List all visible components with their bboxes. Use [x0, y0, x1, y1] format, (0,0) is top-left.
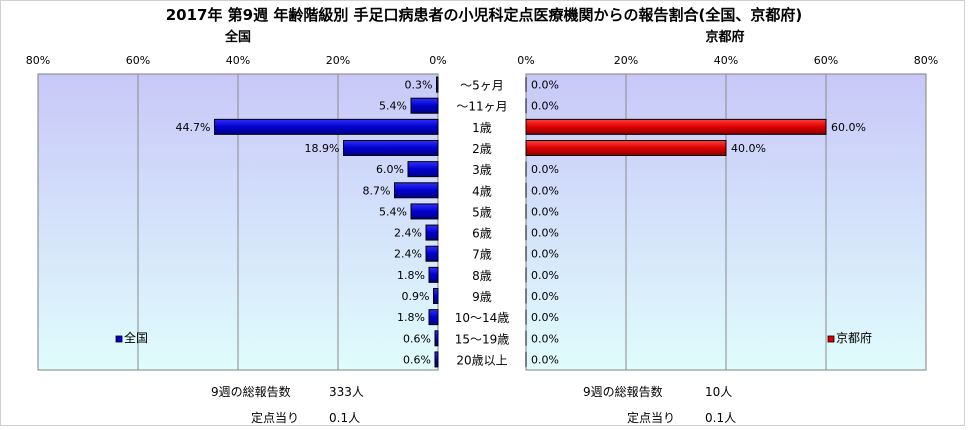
right-legend-label: 京都府 — [836, 330, 872, 345]
category-label: 6歳 — [472, 227, 492, 241]
left-data-label: 1.8% — [397, 311, 425, 324]
left-tick-label: 0% — [429, 54, 446, 67]
left-bar — [428, 266, 439, 283]
left-data-label: 18.9% — [305, 142, 340, 155]
right-tick-label: 40% — [714, 54, 738, 67]
right-data-label: 60.0% — [831, 121, 866, 134]
right-data-label: 0.0% — [531, 248, 559, 261]
left-tick-label: 20% — [326, 54, 350, 67]
category-label: 9歳 — [472, 290, 492, 304]
left-bar — [394, 182, 439, 199]
category-label: 15～19歳 — [455, 332, 510, 346]
category-label: 2歳 — [472, 142, 492, 156]
left-tick-label: 60% — [126, 54, 150, 67]
left-chart-subtitle: 全国 — [224, 30, 251, 45]
left-bar — [410, 97, 439, 114]
category-labels: ～5ヶ月 ～11ヶ月 1歳 2歳 3歳 4歳 5歳 6歳 7歳 8歳 9歳 10～14歳 15～19歳 2… — [455, 79, 510, 368]
right-bar — [525, 140, 727, 156]
left-bar — [436, 76, 439, 93]
left-bar — [433, 288, 439, 304]
left-data-label: 0.3% — [405, 79, 433, 92]
left-data-label: 0.6% — [403, 332, 431, 345]
left-data-label: 6.0% — [376, 163, 404, 176]
right-tick-label: 60% — [814, 54, 838, 67]
right-per-site-label: 定点当り — [627, 411, 676, 425]
right-data-label: 0.0% — [531, 290, 559, 303]
right-data-label: 0.0% — [531, 163, 559, 176]
left-data-label: 1.8% — [397, 269, 425, 282]
right-data-label: 0.0% — [531, 227, 559, 240]
category-label: 1歳 — [472, 121, 492, 135]
left-data-label: 0.6% — [403, 353, 431, 366]
category-label: 20歳以上 — [456, 353, 507, 367]
left-data-label: 44.7% — [176, 121, 211, 134]
right-chart-subtitle: 京都府 — [705, 30, 745, 45]
right-data-label: 0.0% — [531, 332, 559, 345]
left-per-site-label: 定点当り — [251, 411, 300, 425]
right-data-label: 0.0% — [531, 184, 559, 197]
left-data-label: 5.4% — [379, 100, 407, 113]
category-label: 4歳 — [472, 184, 492, 198]
right-data-label: 0.0% — [531, 79, 559, 92]
left-tick-label: 80% — [26, 54, 50, 67]
left-chart: 80% 60% 40% 20% 0% 0.3% 5.4% 44.7% 18.9% 6.0% 8.7%… — [26, 54, 447, 371]
left-bar — [410, 203, 439, 220]
right-data-label: 0.0% — [531, 100, 559, 113]
left-bar — [434, 351, 439, 368]
right-chart: 0% 20% 40% 60% 80% 0.0% 0.0% 60.0% 40.0% 0.0% 0.0%… — [517, 54, 938, 371]
left-data-label: 8.7% — [363, 184, 391, 197]
left-bar — [425, 245, 439, 262]
category-label: 10～14歳 — [455, 311, 510, 325]
left-data-label: 5.4% — [379, 205, 407, 218]
left-data-label: 2.4% — [394, 227, 422, 240]
right-data-label: 40.0% — [731, 142, 766, 155]
left-data-label: 0.9% — [402, 290, 430, 303]
left-bar — [434, 330, 439, 347]
left-per-site-value: 0.1人 — [329, 411, 361, 425]
right-tick-label: 0% — [517, 54, 534, 67]
right-tick-label: 20% — [614, 54, 638, 67]
left-total-label: 9週の総報告数 — [211, 385, 291, 399]
right-legend-swatch — [827, 335, 835, 343]
right-bar — [525, 118, 827, 135]
left-legend-label: 全国 — [124, 330, 148, 345]
right-data-label: 0.0% — [531, 353, 559, 366]
right-per-site-value: 0.1人 — [705, 411, 737, 425]
right-total-value: 10人 — [705, 385, 733, 399]
category-label: 3歳 — [472, 163, 492, 177]
category-label: 5歳 — [472, 205, 492, 219]
category-label: ～11ヶ月 — [456, 100, 507, 114]
left-bar — [425, 224, 439, 241]
right-data-label: 0.0% — [531, 269, 559, 282]
right-tick-label: 80% — [914, 54, 938, 67]
right-data-label: 0.0% — [531, 311, 559, 324]
left-bar — [428, 309, 439, 326]
left-total-value: 333人 — [329, 385, 364, 399]
right-total-label: 9週の総報告数 — [583, 385, 663, 399]
figure-title: 2017年 第9週 年齢階級別 手足口病患者の小児科定点医療機関からの報告割合(… — [165, 6, 803, 24]
left-data-label: 2.4% — [394, 248, 422, 261]
left-tick-label: 40% — [226, 54, 250, 67]
left-bar — [407, 161, 439, 178]
category-label: ～5ヶ月 — [460, 79, 504, 93]
category-label: 8歳 — [472, 269, 492, 283]
left-bar — [214, 118, 439, 135]
left-legend-swatch — [115, 335, 123, 343]
right-data-label: 0.0% — [531, 205, 559, 218]
left-bar — [343, 140, 439, 156]
category-label: 7歳 — [472, 248, 492, 262]
